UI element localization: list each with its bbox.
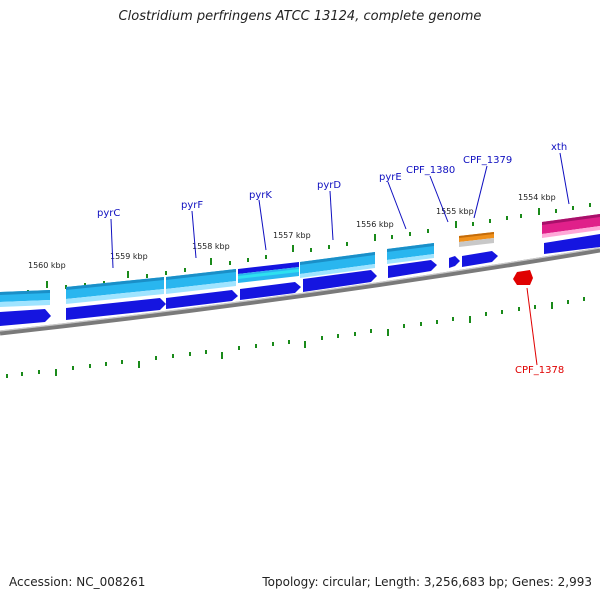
ruler-label: 1557 kbp [273,231,311,240]
gene-block-CPF_1379 [459,232,494,238]
gene-block-CPF_1379 [459,238,494,247]
strand-arrow [462,251,498,267]
gene-block-pyrD [300,252,375,265]
gene-label-CPF_1380: CPF_1380 [406,165,455,176]
gene-block-xth [542,214,600,225]
strand-arrow [303,270,377,292]
gene-block-pyrC [66,289,164,304]
ruler-label: 1555 kbp [436,207,474,216]
ruler-labels: 1560 kbp 1559 kbp 1558 kbp 1557 kbp 1556… [28,193,556,270]
upper-gene-track [0,214,600,307]
gene-labels: pyrC pyrF pyrK pyrD pyrE CPF_1380 CPF_13… [97,142,567,219]
gene-block-pyrK [238,262,299,274]
strand-arrow [166,290,238,309]
gene-label-CPF_1378: CPF_1378 [515,365,564,376]
strand-arrow-CPF_1380 [449,256,460,268]
gene-label-pyrD: pyrD [317,180,341,191]
gene-block-pyrC [66,277,164,290]
strand-arrow [66,298,166,320]
ruler-label: 1558 kbp [192,242,230,251]
gene-leader-lines [110,152,570,269]
inner-tick-track [6,297,585,378]
gene-label-pyrC: pyrC [97,208,120,219]
gene-block-pyrK [238,269,299,279]
gene-block-pyrE [387,254,434,264]
gene-block-xth [542,226,600,238]
gene-block-CPF_1378 [513,270,533,285]
ruler-label: 1560 kbp [28,261,66,270]
gene-label-pyrK: pyrK [249,190,272,201]
gene-label-pyrF: pyrF [181,200,203,211]
gene-block-pyrE [387,243,434,252]
gene-block-pyrD [300,264,375,278]
ruler-label: 1556 kbp [356,220,394,229]
gene-label-CPF_1379: CPF_1379 [463,155,512,166]
page-title: Clostridium perfringens ATCC 13124, comp… [118,9,482,24]
accession-label: Accession: NC_008261 [9,575,146,589]
gene-block-pyrF [166,269,236,280]
leader-line-CPF_1378 [526,287,538,366]
ruler-label: 1559 kbp [110,252,148,261]
lower-strand-track [0,234,600,326]
topology-label: Topology: circular; Length: 3,256,683 bp… [262,575,592,589]
gene-block-light [0,290,50,295]
strand-arrow [0,309,51,326]
gene-label-xth: xth [551,142,567,153]
ruler-label: 1554 kbp [518,193,556,202]
gene-block-light [0,300,50,307]
gene-block-pyrF [166,281,236,294]
strand-arrow [240,282,301,300]
genome-backbone [0,247,600,336]
strand-arrow [388,260,437,278]
gene-label-pyrE: pyrE [379,172,402,183]
strand-arrow [544,234,600,254]
